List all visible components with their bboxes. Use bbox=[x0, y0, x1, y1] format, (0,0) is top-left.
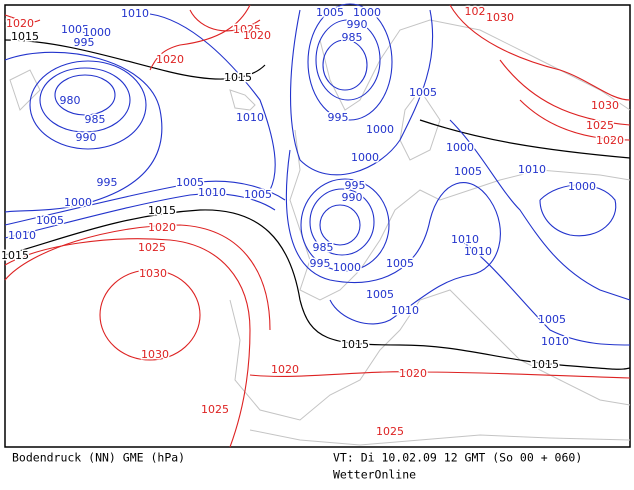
isobar-label: 1010 bbox=[391, 304, 419, 317]
isobar-label: 1030 bbox=[141, 348, 169, 361]
isobar-label: 1005 bbox=[454, 165, 482, 178]
isobar-label: 1000 bbox=[568, 180, 596, 193]
isobar-label: 1010 bbox=[8, 229, 36, 242]
isobar-label: 1020 bbox=[156, 53, 184, 66]
isobar-label: 1020 bbox=[596, 134, 624, 147]
isobar-label: 1015 bbox=[341, 338, 369, 351]
isobar-label: 1010 bbox=[236, 111, 264, 124]
isobar-label: 1005 bbox=[538, 313, 566, 326]
isobar-label: 1020 bbox=[6, 17, 34, 30]
isobar-label: 1005 bbox=[244, 188, 272, 201]
isobar-label: 1015 bbox=[11, 30, 39, 43]
isobar-label: 1015 bbox=[224, 71, 252, 84]
isobar-label: 1010 bbox=[518, 163, 546, 176]
isobar-label: 1000 bbox=[353, 6, 381, 19]
isobar-label: 1025 bbox=[586, 119, 614, 132]
isobar-label: 1020 bbox=[243, 29, 271, 42]
isobar-label: 1005 bbox=[61, 23, 89, 36]
isobar-label: 1025 bbox=[201, 403, 229, 416]
isobar-label: 1010 bbox=[451, 233, 479, 246]
isobar-label: 1000 bbox=[64, 196, 92, 209]
isobar-label: 985 bbox=[313, 241, 334, 254]
isobar-label: 1010 bbox=[464, 245, 492, 258]
isobar-label: 980 bbox=[60, 94, 81, 107]
isobar-label: 985 bbox=[342, 31, 363, 44]
isobar-label: 1025 bbox=[138, 241, 166, 254]
isobar-label: 1015 bbox=[1, 249, 29, 262]
isobar-label: 1020 bbox=[399, 367, 427, 380]
isobar-label: 1010 bbox=[198, 186, 226, 199]
isobar-label: 1030 bbox=[486, 11, 514, 24]
isobar-label: 1025 bbox=[376, 425, 404, 438]
isobar-label: 1005 bbox=[316, 6, 344, 19]
isobar-label: 990 bbox=[76, 131, 97, 144]
isobar-label: 995 bbox=[97, 176, 118, 189]
isobar-label: 995 bbox=[310, 257, 331, 270]
isobar-label: 990 bbox=[342, 191, 363, 204]
credit: WetterOnline bbox=[333, 468, 416, 482]
isobar-label: 1015 bbox=[531, 358, 559, 371]
isobar-label: 1030 bbox=[591, 99, 619, 112]
isobar-label: 1005 bbox=[409, 86, 437, 99]
isobar-label: 1000 bbox=[83, 26, 111, 39]
isobar-label: 1010 bbox=[541, 335, 569, 348]
isobar-label: 1005 bbox=[366, 288, 394, 301]
isobar-label: 985 bbox=[85, 113, 106, 126]
isobar-label: 995 bbox=[328, 111, 349, 124]
isobar-label: 102 bbox=[465, 5, 486, 18]
isobar-label: 1005 bbox=[36, 214, 64, 227]
isobar-label: 995 bbox=[345, 179, 366, 192]
isobar-label: 1000 bbox=[446, 141, 474, 154]
isobar-label: 1015 bbox=[148, 204, 176, 217]
isobar-label: 1025 bbox=[233, 23, 261, 36]
isobar-label: 995 bbox=[74, 36, 95, 49]
isobar-label: 1000 bbox=[333, 261, 361, 274]
isobar-label: 990 bbox=[347, 18, 368, 31]
isobar-label: 1030 bbox=[139, 267, 167, 280]
isobar-label: 1005 bbox=[176, 176, 204, 189]
product-label: Bodendruck (NN) GME (hPa) bbox=[12, 451, 185, 465]
valid-time: VT: Di 10.02.09 12 GMT (So 00 + 060) bbox=[333, 451, 582, 465]
isobar-label: 1010 bbox=[121, 7, 149, 20]
map-frame bbox=[4, 4, 631, 448]
isobar-label: 1000 bbox=[351, 151, 379, 164]
isobars bbox=[4, 3, 631, 448]
isobar-label: 1020 bbox=[271, 363, 299, 376]
coastlines bbox=[9, 19, 631, 446]
isobar-label: 1020 bbox=[148, 221, 176, 234]
isobar-label: 1005 bbox=[386, 257, 414, 270]
isobar-label: 1000 bbox=[366, 123, 394, 136]
